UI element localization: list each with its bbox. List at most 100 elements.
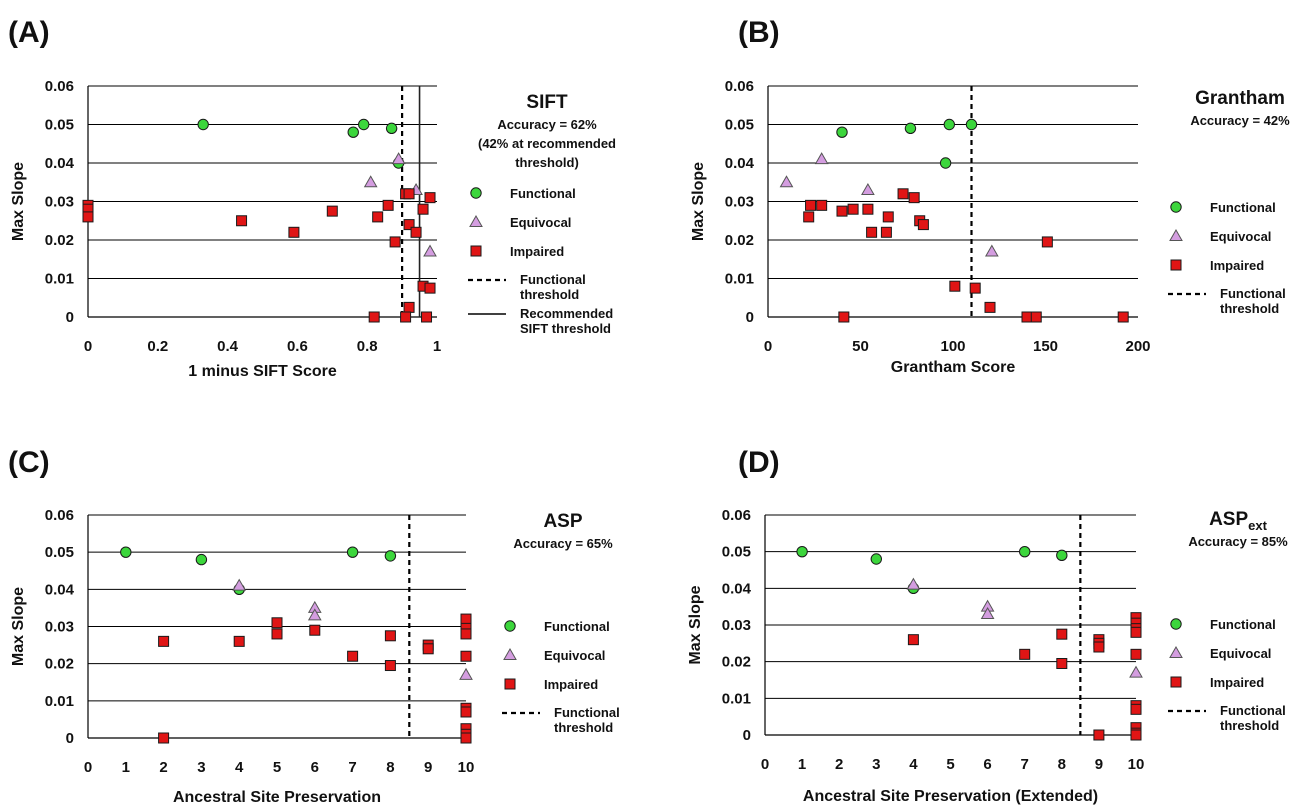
data-point-impaired xyxy=(403,219,415,231)
legend-marker-functional xyxy=(1170,201,1182,213)
legend-label-functional_threshold: Functional xyxy=(520,272,586,287)
x-tick-label: 100 xyxy=(940,338,965,355)
y-tick-label: 0.05 xyxy=(722,544,751,561)
data-point-impaired xyxy=(866,226,878,238)
data-point-impaired xyxy=(384,660,396,672)
legend-marker-equivocal xyxy=(469,214,483,227)
data-point-impaired xyxy=(309,624,321,636)
accuracy-text: Accuracy = 42% xyxy=(1190,113,1290,128)
legend-label-functional_threshold: threshold xyxy=(1220,301,1279,316)
data-point-equivocal xyxy=(363,175,378,188)
data-point-impaired xyxy=(403,301,415,313)
x-axis-label: 1 minus SIFT Score xyxy=(188,363,337,380)
y-tick-label: 0.04 xyxy=(45,581,75,598)
data-point-equivocal xyxy=(814,152,829,165)
y-tick-label: 0.05 xyxy=(725,117,754,134)
data-point-impaired xyxy=(424,192,436,204)
method-title: ASP xyxy=(543,511,582,532)
x-axis-label: Ancestral Site Preservation (Extended) xyxy=(803,788,1098,805)
legend-marker-impaired xyxy=(1170,676,1182,688)
y-tick-label: 0 xyxy=(66,730,74,747)
data-point-impaired xyxy=(422,643,434,655)
data-point-equivocal xyxy=(980,606,995,619)
legend-label-functional_threshold: Functional xyxy=(1220,286,1286,301)
data-point-functional xyxy=(120,546,132,558)
y-tick-label: 0.04 xyxy=(45,155,75,172)
data-point-equivocal xyxy=(459,667,473,680)
y-tick-label: 0.04 xyxy=(722,580,752,597)
x-tick-label: 3 xyxy=(872,756,880,773)
data-point-impaired xyxy=(271,617,283,629)
y-tick-label: 0.04 xyxy=(725,155,755,172)
data-point-impaired xyxy=(917,219,929,231)
y-tick-label: 0.05 xyxy=(45,544,74,561)
y-tick-label: 0.03 xyxy=(722,617,751,634)
x-axis-label: Grantham Score xyxy=(891,359,1016,376)
panel-letter: (D) xyxy=(738,446,780,479)
data-point-equivocal xyxy=(307,608,322,621)
data-point-impaired xyxy=(424,282,436,294)
method-title: ASPext xyxy=(1209,509,1268,533)
accuracy-text: Accuracy = 62% xyxy=(497,117,597,132)
chart-panel-d: (D) 0 0.01 0.02 0.03 0.04 0.05 0.06 0 1 2 3 4 5 6 7 8 9 10… xyxy=(687,446,1288,805)
data-point-functional xyxy=(358,118,370,131)
x-tick-label: 1 xyxy=(798,756,806,773)
method-title: SIFT xyxy=(526,92,568,113)
legend-label-equivocal: Equivocal xyxy=(1210,646,1271,661)
data-point-impaired xyxy=(460,732,472,744)
data-point-impaired xyxy=(1041,236,1053,248)
legend-label-functional: Functional xyxy=(1210,617,1276,632)
data-point-impaired xyxy=(1021,311,1033,323)
data-point-equivocal xyxy=(423,244,437,257)
legend-label-impaired: Impaired xyxy=(1210,675,1264,690)
data-point-functional xyxy=(939,157,952,169)
data-point-impaired xyxy=(984,301,996,313)
data-point-impaired xyxy=(410,226,422,238)
data-point-impaired xyxy=(421,311,433,323)
x-tick-label: 0.6 xyxy=(287,338,308,355)
x-tick-label: 5 xyxy=(273,759,281,776)
legend-label-functional_threshold: Functional xyxy=(554,705,620,720)
x-tick-label: 7 xyxy=(348,759,356,776)
data-point-impaired xyxy=(969,282,981,294)
x-tick-label: 7 xyxy=(1021,756,1029,773)
data-point-impaired xyxy=(460,650,472,662)
x-tick-label: 3 xyxy=(197,759,205,776)
data-point-equivocal xyxy=(779,175,794,188)
y-tick-label: 0 xyxy=(743,727,751,744)
y-tick-label: 0.01 xyxy=(45,693,74,710)
x-tick-label: 0.2 xyxy=(147,338,168,355)
panel-letter: (C) xyxy=(8,446,50,479)
legend-marker-equivocal xyxy=(1169,228,1183,241)
data-point-impaired xyxy=(1030,311,1042,323)
data-point-impaired xyxy=(158,732,170,744)
y-tick-label: 0.02 xyxy=(725,232,754,249)
data-point-impaired xyxy=(382,199,394,211)
legend-label-equivocal: Equivocal xyxy=(1210,229,1271,244)
legend-label-equivocal: Equivocal xyxy=(510,215,571,230)
y-tick-label: 0.03 xyxy=(45,619,74,636)
legend-label-recommended_threshold: SIFT threshold xyxy=(520,321,611,336)
data-point-functional xyxy=(836,126,848,138)
data-point-impaired xyxy=(236,215,248,227)
chart-panel-c: (C) 0 0.01 0.02 0.03 0.04 0.05 0.06 0 1 2 3 4 5 6 7 8 9 10… xyxy=(8,446,620,806)
data-point-impaired xyxy=(1130,626,1142,638)
data-point-impaired xyxy=(897,188,909,200)
data-point-equivocal xyxy=(984,244,999,257)
data-point-functional xyxy=(965,118,978,131)
data-point-impaired xyxy=(816,199,828,211)
y-tick-label: 0.03 xyxy=(45,194,74,211)
data-point-impaired xyxy=(847,203,859,215)
y-tick-label: 0.06 xyxy=(45,78,74,95)
data-point-impaired xyxy=(1130,648,1142,660)
y-axis-label: Max Slope xyxy=(10,162,27,241)
data-point-functional xyxy=(197,118,209,131)
x-tick-label: 10 xyxy=(458,759,475,776)
accuracy-text: threshold) xyxy=(515,155,579,170)
data-point-impaired xyxy=(271,628,283,640)
data-point-impaired xyxy=(907,634,919,646)
y-tick-label: 0.02 xyxy=(722,654,751,671)
data-point-functional xyxy=(1018,545,1031,558)
data-point-impaired xyxy=(1130,729,1142,741)
y-tick-label: 0.03 xyxy=(725,194,754,211)
